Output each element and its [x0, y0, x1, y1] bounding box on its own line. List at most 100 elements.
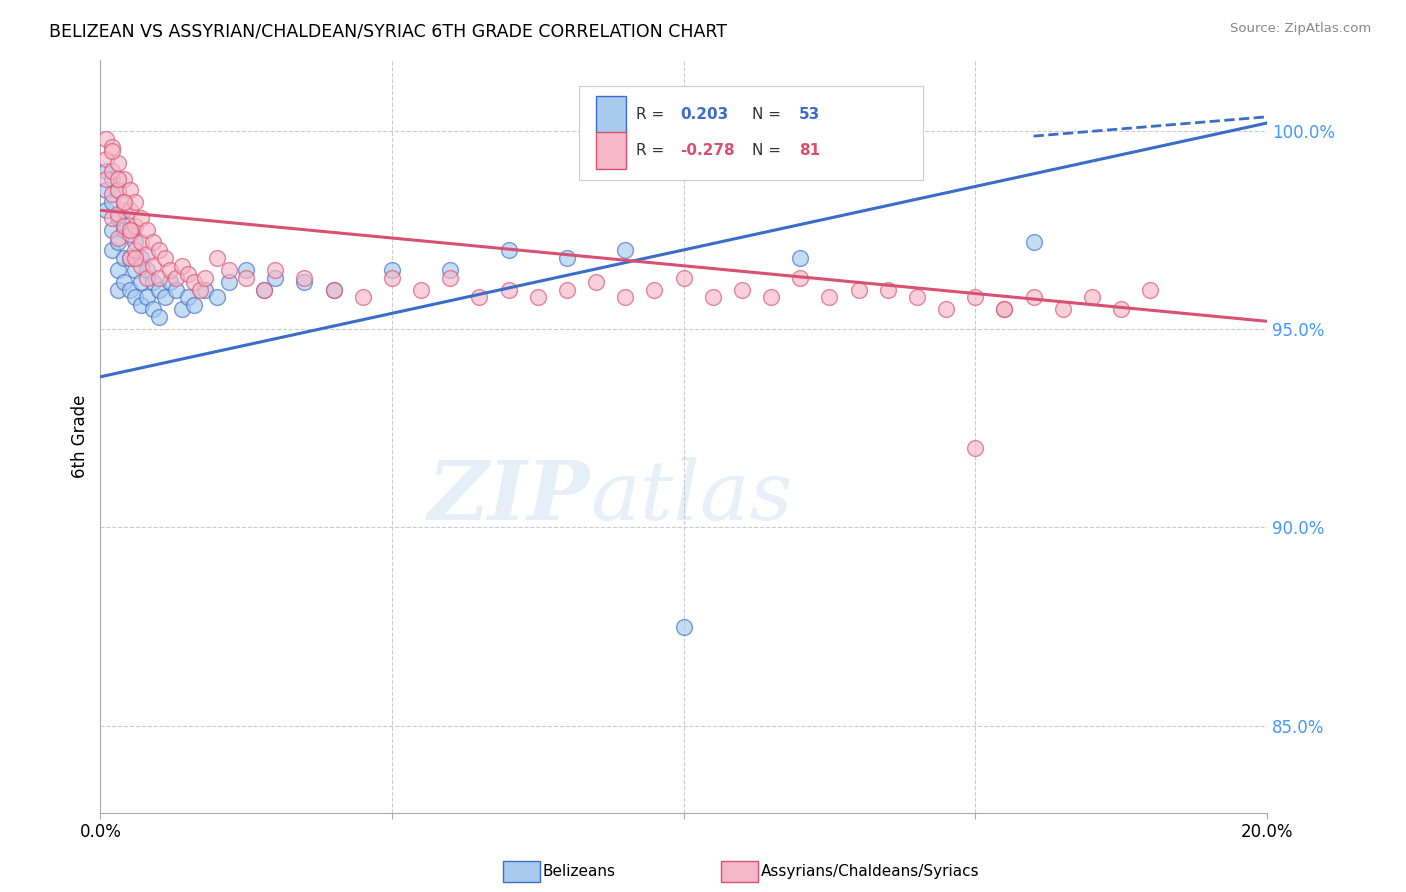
Point: [96, 171, 118, 186]
Point: [118, 251, 141, 265]
Point: [218, 262, 240, 277]
Point: [439, 270, 461, 285]
Point: [101, 144, 124, 158]
Point: [136, 270, 159, 285]
Point: [101, 171, 124, 186]
Point: [107, 235, 129, 249]
Point: [555, 283, 578, 297]
Text: Assyrians/Chaldeans/Syriacs: Assyrians/Chaldeans/Syriacs: [761, 864, 979, 879]
Point: [148, 283, 170, 297]
Point: [205, 251, 228, 265]
Point: [124, 243, 146, 257]
Point: [112, 195, 135, 210]
Point: [124, 262, 146, 277]
Point: [253, 283, 276, 297]
Point: [527, 291, 550, 305]
Point: [614, 291, 637, 305]
Point: [107, 211, 129, 226]
Text: BELIZEAN VS ASSYRIAN/CHALDEAN/SYRIAC 6TH GRADE CORRELATION CHART: BELIZEAN VS ASSYRIAN/CHALDEAN/SYRIAC 6TH…: [49, 22, 727, 40]
Text: Belizeans: Belizeans: [543, 864, 616, 879]
Text: R =: R =: [636, 107, 669, 121]
Point: [439, 262, 461, 277]
Point: [112, 223, 135, 237]
Point: [264, 262, 287, 277]
Point: [107, 155, 129, 169]
Point: [194, 283, 217, 297]
Point: [124, 251, 146, 265]
FancyBboxPatch shape: [596, 132, 627, 169]
Text: N =: N =: [752, 107, 786, 121]
Text: R =: R =: [636, 143, 669, 158]
Point: [731, 283, 754, 297]
Point: [1022, 235, 1045, 249]
Point: [129, 211, 152, 226]
Point: [165, 283, 187, 297]
Point: [112, 275, 135, 289]
FancyBboxPatch shape: [579, 86, 922, 180]
Point: [118, 251, 141, 265]
Point: [188, 283, 211, 297]
Point: [96, 203, 118, 218]
Point: [498, 243, 520, 257]
Point: [702, 291, 724, 305]
Point: [322, 283, 344, 297]
Point: [107, 183, 129, 197]
Point: [124, 291, 146, 305]
Point: [555, 251, 578, 265]
Point: [148, 270, 170, 285]
Text: -0.278: -0.278: [681, 143, 735, 158]
Point: [153, 291, 176, 305]
Point: [614, 243, 637, 257]
Point: [183, 275, 205, 289]
Point: [672, 270, 695, 285]
Point: [129, 251, 152, 265]
Point: [136, 291, 159, 305]
Point: [118, 223, 141, 237]
Point: [322, 283, 344, 297]
Point: [101, 163, 124, 178]
Text: Source: ZipAtlas.com: Source: ZipAtlas.com: [1230, 22, 1371, 36]
Point: [848, 283, 870, 297]
Point: [1022, 291, 1045, 305]
Point: [294, 275, 316, 289]
Point: [993, 302, 1015, 317]
Point: [107, 262, 129, 277]
Point: [107, 207, 129, 221]
Point: [118, 283, 141, 297]
Point: [1081, 291, 1104, 305]
FancyBboxPatch shape: [596, 95, 627, 133]
Point: [789, 251, 811, 265]
Point: [142, 275, 165, 289]
Point: [585, 275, 607, 289]
Point: [905, 291, 928, 305]
Point: [789, 270, 811, 285]
Point: [118, 203, 141, 218]
Point: [118, 227, 141, 241]
Point: [136, 262, 159, 277]
Point: [672, 619, 695, 633]
Point: [205, 291, 228, 305]
Point: [142, 302, 165, 317]
Point: [101, 211, 124, 226]
Point: [136, 223, 159, 237]
Point: [468, 291, 491, 305]
Point: [170, 302, 193, 317]
Point: [235, 262, 257, 277]
Point: [170, 259, 193, 273]
Point: [101, 243, 124, 257]
Point: [101, 187, 124, 202]
Point: [876, 283, 898, 297]
Point: [118, 223, 141, 237]
Point: [129, 275, 152, 289]
Point: [101, 223, 124, 237]
Text: 81: 81: [799, 143, 820, 158]
Point: [177, 291, 200, 305]
Point: [253, 283, 276, 297]
Point: [1052, 302, 1074, 317]
Point: [112, 203, 135, 218]
Point: [264, 270, 287, 285]
Point: [643, 283, 665, 297]
Point: [96, 132, 118, 146]
Point: [107, 231, 129, 245]
Point: [112, 171, 135, 186]
